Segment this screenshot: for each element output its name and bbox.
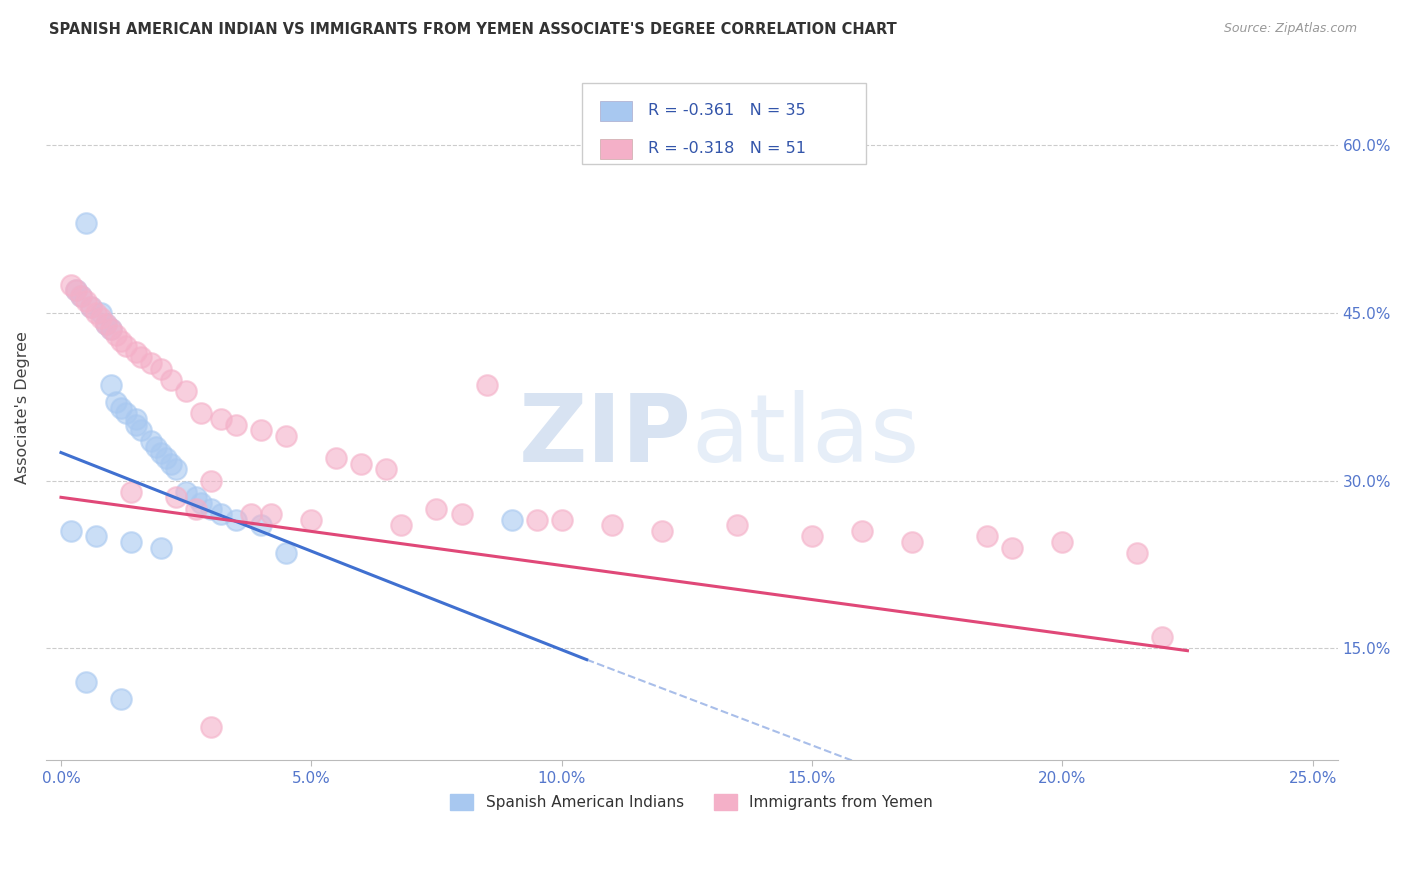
Point — [240, 507, 263, 521]
Point — [225, 513, 247, 527]
Point — [94, 317, 117, 331]
Point — [90, 311, 112, 326]
Point — [139, 434, 162, 449]
Point — [70, 289, 93, 303]
Point — [190, 496, 212, 510]
Point — [120, 535, 142, 549]
Point — [100, 378, 122, 392]
Point — [209, 507, 232, 521]
Point — [209, 412, 232, 426]
Text: Source: ZipAtlas.com: Source: ZipAtlas.com — [1223, 22, 1357, 36]
Point — [75, 216, 97, 230]
Point — [129, 423, 152, 437]
Point — [174, 384, 197, 398]
Point — [125, 412, 148, 426]
Point — [60, 277, 83, 292]
Point — [94, 317, 117, 331]
Point — [80, 300, 103, 314]
Point — [725, 518, 748, 533]
Point — [1052, 535, 1074, 549]
Point — [160, 457, 183, 471]
Point — [115, 406, 138, 420]
Point — [186, 501, 208, 516]
Point — [225, 417, 247, 432]
Point — [120, 484, 142, 499]
Point — [145, 440, 167, 454]
Point — [165, 491, 187, 505]
Point — [125, 344, 148, 359]
Point — [600, 518, 623, 533]
Point — [526, 513, 548, 527]
Point — [110, 334, 132, 348]
Text: R = -0.361   N = 35: R = -0.361 N = 35 — [648, 103, 806, 119]
Point — [200, 720, 222, 734]
Point — [299, 513, 322, 527]
Point — [150, 541, 173, 555]
Point — [190, 406, 212, 420]
Text: atlas: atlas — [692, 390, 920, 482]
Point — [260, 507, 283, 521]
Point — [115, 339, 138, 353]
Point — [110, 691, 132, 706]
Text: ZIP: ZIP — [519, 390, 692, 482]
Point — [800, 529, 823, 543]
Point — [901, 535, 924, 549]
Legend: Spanish American Indians, Immigrants from Yemen: Spanish American Indians, Immigrants fro… — [444, 788, 939, 816]
Point — [80, 300, 103, 314]
Text: SPANISH AMERICAN INDIAN VS IMMIGRANTS FROM YEMEN ASSOCIATE'S DEGREE CORRELATION : SPANISH AMERICAN INDIAN VS IMMIGRANTS FR… — [49, 22, 897, 37]
Point — [425, 501, 447, 516]
Point — [1001, 541, 1024, 555]
Point — [60, 524, 83, 538]
Point — [200, 474, 222, 488]
Point — [125, 417, 148, 432]
Point — [110, 401, 132, 415]
Point — [105, 395, 128, 409]
Point — [1126, 546, 1149, 560]
Point — [70, 289, 93, 303]
Point — [100, 322, 122, 336]
Point — [1152, 630, 1174, 644]
Point — [84, 529, 107, 543]
Point — [276, 429, 298, 443]
Point — [90, 305, 112, 319]
Point — [391, 518, 413, 533]
Point — [75, 675, 97, 690]
Point — [139, 356, 162, 370]
Bar — [600, 139, 633, 159]
Point — [851, 524, 873, 538]
Point — [450, 507, 472, 521]
Bar — [600, 101, 633, 120]
Point — [65, 283, 87, 297]
Point — [129, 351, 152, 365]
Point — [105, 328, 128, 343]
Y-axis label: Associate's Degree: Associate's Degree — [15, 331, 30, 484]
Point — [375, 462, 398, 476]
Point — [150, 361, 173, 376]
Point — [75, 294, 97, 309]
Point — [160, 373, 183, 387]
Point — [100, 322, 122, 336]
Point — [550, 513, 572, 527]
Point — [165, 462, 187, 476]
Point — [976, 529, 998, 543]
Point — [325, 451, 347, 466]
Point — [150, 445, 173, 459]
Point — [65, 283, 87, 297]
Point — [155, 451, 177, 466]
Point — [651, 524, 673, 538]
Point — [250, 423, 273, 437]
Point — [250, 518, 273, 533]
Point — [174, 484, 197, 499]
Point — [350, 457, 373, 471]
Text: R = -0.318   N = 51: R = -0.318 N = 51 — [648, 142, 806, 156]
FancyBboxPatch shape — [582, 83, 866, 164]
Point — [475, 378, 498, 392]
Point — [276, 546, 298, 560]
Point — [200, 501, 222, 516]
Point — [501, 513, 523, 527]
Point — [186, 491, 208, 505]
Point — [84, 305, 107, 319]
